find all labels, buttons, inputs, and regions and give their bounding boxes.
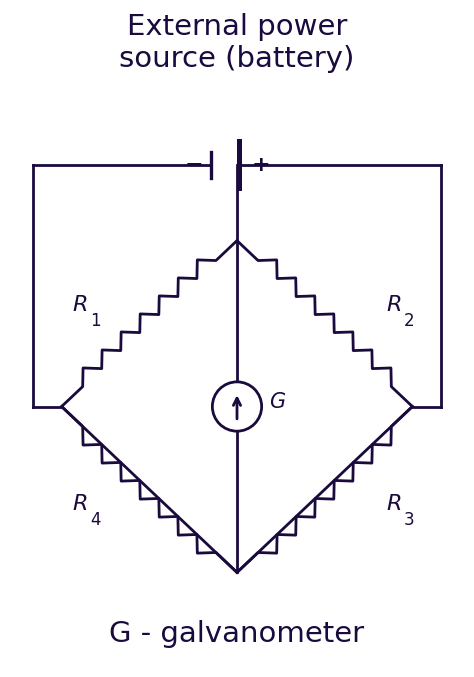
Text: 4: 4 (90, 511, 100, 529)
Text: R: R (72, 494, 88, 514)
Text: R: R (386, 294, 402, 315)
Circle shape (212, 382, 262, 431)
Text: G - galvanometer: G - galvanometer (109, 620, 365, 648)
Text: G: G (269, 392, 285, 412)
Text: 1: 1 (90, 311, 100, 330)
Text: −: − (185, 155, 204, 175)
Text: External power
source (battery): External power source (battery) (119, 13, 355, 74)
Text: R: R (72, 294, 88, 315)
Text: R: R (386, 494, 402, 514)
Text: +: + (251, 155, 270, 175)
Text: 3: 3 (404, 511, 414, 529)
Text: 2: 2 (404, 311, 414, 330)
